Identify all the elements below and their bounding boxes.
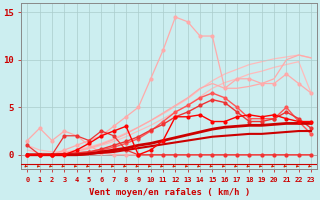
X-axis label: Vent moyen/en rafales ( km/h ): Vent moyen/en rafales ( km/h ) [89, 188, 250, 197]
